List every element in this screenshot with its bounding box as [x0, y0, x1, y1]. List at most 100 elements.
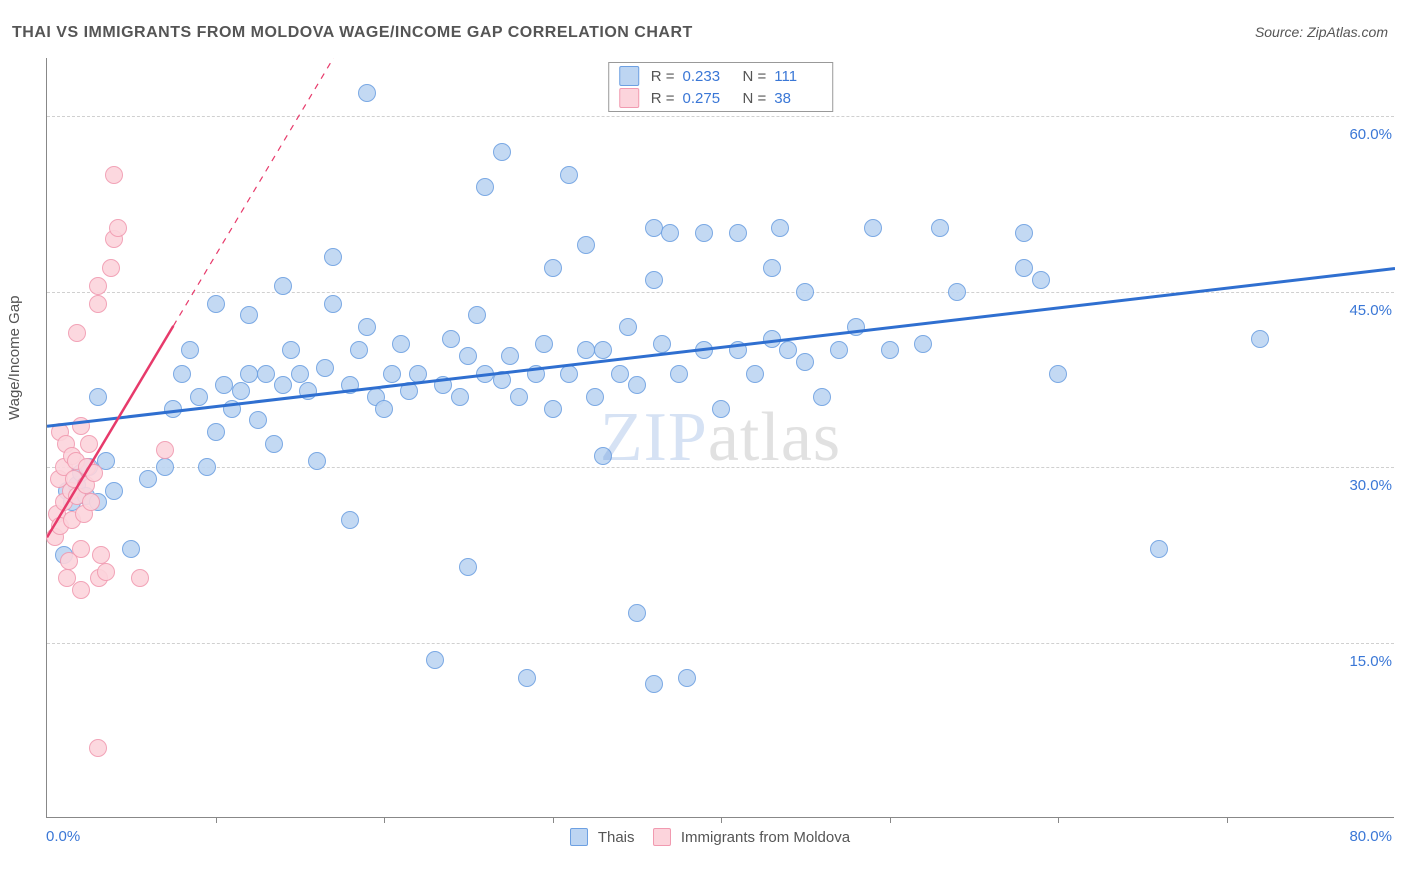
- data-point: [324, 295, 342, 313]
- gridline: [47, 643, 1394, 644]
- r-value-moldova: 0.275: [683, 90, 731, 107]
- watermark-part1: ZIP: [600, 399, 708, 476]
- trend-line: [173, 58, 333, 326]
- data-point: [164, 400, 182, 418]
- n-label: N =: [743, 90, 767, 107]
- data-point: [476, 178, 494, 196]
- data-point: [779, 341, 797, 359]
- data-point: [215, 376, 233, 394]
- swatch-thais: [619, 66, 639, 86]
- data-point: [102, 259, 120, 277]
- n-value-thais: 111: [774, 68, 822, 85]
- data-point: [89, 277, 107, 295]
- data-point: [173, 365, 191, 383]
- stats-row-moldova: R = 0.275 N = 38: [609, 87, 833, 109]
- data-point: [594, 447, 612, 465]
- data-point: [316, 359, 334, 377]
- data-point: [109, 219, 127, 237]
- data-point: [324, 248, 342, 266]
- data-point: [771, 219, 789, 237]
- data-point: [535, 335, 553, 353]
- data-point: [1015, 259, 1033, 277]
- data-point: [409, 365, 427, 383]
- data-point: [586, 388, 604, 406]
- data-point: [240, 365, 258, 383]
- x-tick: [1058, 817, 1059, 823]
- gridline: [47, 116, 1394, 117]
- data-point: [527, 365, 545, 383]
- data-point: [282, 341, 300, 359]
- data-point: [468, 306, 486, 324]
- data-point: [864, 219, 882, 237]
- data-point: [72, 581, 90, 599]
- source-label: Source:: [1255, 24, 1303, 40]
- data-point: [560, 365, 578, 383]
- data-point: [68, 324, 86, 342]
- x-tick: [553, 817, 554, 823]
- data-point: [881, 341, 899, 359]
- data-point: [299, 382, 317, 400]
- data-point: [190, 388, 208, 406]
- data-point: [105, 482, 123, 500]
- data-point: [510, 388, 528, 406]
- data-point: [729, 224, 747, 242]
- data-point: [577, 341, 595, 359]
- r-label: R =: [651, 68, 675, 85]
- data-point: [207, 295, 225, 313]
- data-point: [232, 382, 250, 400]
- data-point: [661, 224, 679, 242]
- data-point: [796, 283, 814, 301]
- data-point: [518, 669, 536, 687]
- n-value-moldova: 38: [774, 90, 822, 107]
- data-point: [122, 540, 140, 558]
- data-point: [89, 295, 107, 313]
- data-point: [131, 569, 149, 587]
- data-point: [560, 166, 578, 184]
- data-point: [375, 400, 393, 418]
- chart-title: THAI VS IMMIGRANTS FROM MOLDOVA WAGE/INC…: [12, 24, 693, 42]
- data-point: [1032, 271, 1050, 289]
- data-point: [645, 675, 663, 693]
- data-point: [383, 365, 401, 383]
- data-point: [249, 411, 267, 429]
- data-point: [350, 341, 368, 359]
- data-point: [493, 143, 511, 161]
- data-point: [358, 318, 376, 336]
- data-point: [763, 330, 781, 348]
- data-point: [358, 84, 376, 102]
- x-tick: [384, 817, 385, 823]
- data-point: [1049, 365, 1067, 383]
- data-point: [1150, 540, 1168, 558]
- trend-lines: [47, 58, 1395, 818]
- data-point: [611, 365, 629, 383]
- data-point: [1251, 330, 1269, 348]
- legend-swatch-moldova: [653, 828, 671, 846]
- data-point: [265, 435, 283, 453]
- data-point: [594, 341, 612, 359]
- data-point: [695, 341, 713, 359]
- y-tick-label: 30.0%: [1345, 477, 1396, 494]
- data-point: [392, 335, 410, 353]
- data-point: [308, 452, 326, 470]
- data-point: [92, 546, 110, 564]
- data-point: [341, 511, 359, 529]
- data-point: [628, 376, 646, 394]
- y-tick-label: 60.0%: [1345, 126, 1396, 143]
- data-point: [72, 417, 90, 435]
- legend-label-moldova: Immigrants from Moldova: [681, 829, 850, 846]
- data-point: [670, 365, 688, 383]
- x-tick: [216, 817, 217, 823]
- data-point: [678, 669, 696, 687]
- data-point: [181, 341, 199, 359]
- data-point: [712, 400, 730, 418]
- data-point: [619, 318, 637, 336]
- plot-area: ZIPatlas R = 0.233 N = 111 R = 0.275 N =…: [46, 58, 1394, 818]
- data-point: [139, 470, 157, 488]
- data-point: [796, 353, 814, 371]
- data-point: [97, 563, 115, 581]
- data-point: [628, 604, 646, 622]
- data-point: [544, 259, 562, 277]
- source-attribution: Source: ZipAtlas.com: [1255, 24, 1388, 40]
- gridline: [47, 292, 1394, 293]
- data-point: [1015, 224, 1033, 242]
